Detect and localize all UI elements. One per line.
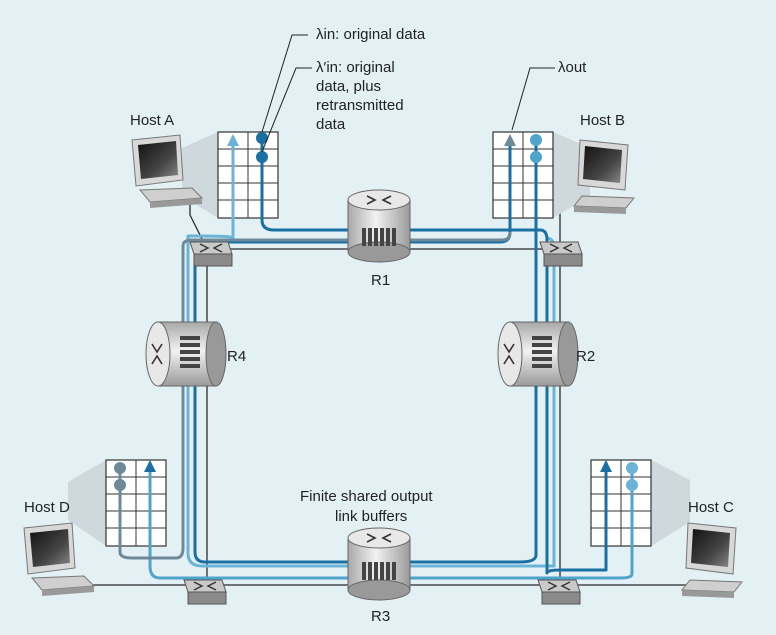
host-b-label: Host B	[580, 112, 626, 129]
host-a-computer	[131, 134, 204, 208]
buffer-host-a	[182, 131, 279, 219]
flow-endpoints	[114, 132, 638, 491]
host-d-computer	[23, 522, 96, 596]
router-r1	[347, 189, 411, 263]
edge-switches	[183, 241, 583, 605]
router-r3	[347, 527, 411, 601]
flow-d-gray	[118, 231, 512, 560]
lambda-in-prime-label-line3: retransmitted	[316, 97, 404, 114]
lambda-out-label: λout	[558, 59, 587, 76]
lambda-in-prime-label-line4: data	[316, 116, 346, 133]
router-r1-label: R1	[371, 272, 391, 289]
host-d-label: Host D	[24, 499, 70, 516]
annotation-leaders	[261, 34, 555, 153]
buffer-host-c	[590, 459, 690, 547]
router-r2-label: R2	[576, 348, 596, 365]
router-r3-label: R3	[371, 608, 391, 625]
buffers-label-line1: Finite shared output	[300, 488, 433, 505]
flow-a-dark	[260, 138, 608, 575]
router-r2	[497, 321, 579, 387]
lambda-in-prime-label-line1: λ′in: original	[316, 59, 395, 76]
switch-bottom-right	[537, 579, 581, 605]
host-b-computer	[572, 139, 636, 214]
switch-bottom-left	[183, 579, 227, 605]
router-r4	[145, 321, 227, 387]
host-a-label: Host A	[130, 112, 175, 129]
buffer-host-b	[492, 131, 590, 219]
switch-top-left	[189, 241, 233, 267]
lambda-in-label: λin: original data	[316, 26, 426, 43]
host-c-label: Host C	[688, 499, 734, 516]
buffers-label-line2: link buffers	[335, 508, 408, 525]
switch-top-right	[539, 241, 583, 267]
host-c-computer	[680, 522, 744, 598]
router-r4-label: R4	[227, 348, 247, 365]
buffer-host-d	[68, 459, 167, 547]
lambda-in-prime-label-line2: data, plus	[316, 78, 382, 95]
